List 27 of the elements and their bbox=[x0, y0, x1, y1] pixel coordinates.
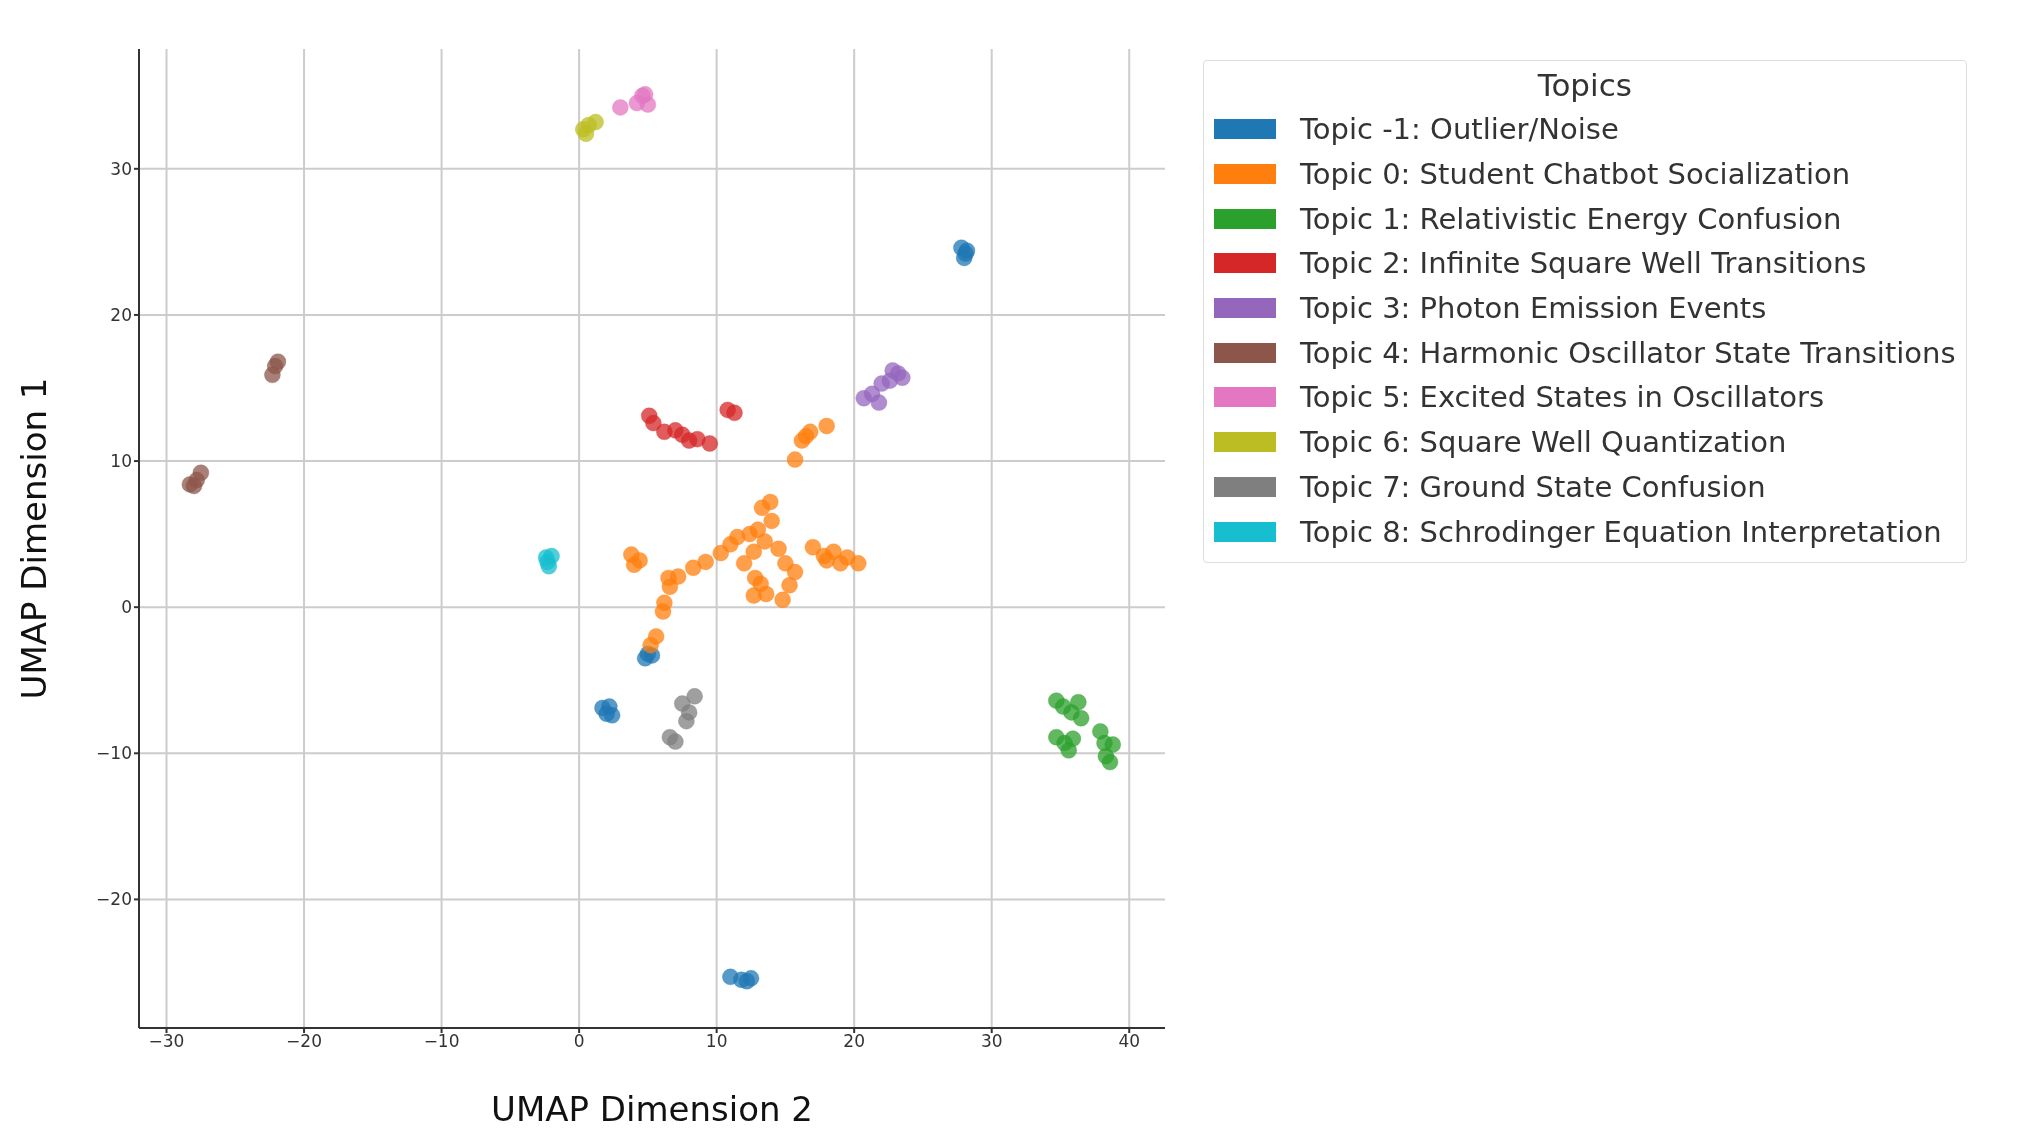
legend-label: Topic 8: Schrodinger Equation Interpretation bbox=[1300, 514, 1942, 549]
x-tick-label: −20 bbox=[286, 1031, 322, 1052]
legend-title: Topics bbox=[1536, 67, 1633, 103]
legend-label: Topic 1: Relativistic Energy Confusion bbox=[1300, 201, 1842, 236]
y-axis-title: UMAP Dimension 1 bbox=[14, 377, 55, 700]
legend-label: Topic 4: Harmonic Oscillator State Transitions bbox=[1300, 335, 1956, 370]
legend-label: Topic 2: Infinite Square Well Transitions bbox=[1300, 246, 1867, 281]
y-tick-label: 30 bbox=[110, 158, 132, 179]
legend-label: Topic 6: Square Well Quantization bbox=[1300, 425, 1787, 460]
y-tick-label: −10 bbox=[96, 743, 132, 764]
y-tick-label: 0 bbox=[121, 597, 132, 618]
x-tick-label: 40 bbox=[1118, 1031, 1141, 1052]
legend-label: Topic -1: Outlier/Noise bbox=[1300, 112, 1619, 147]
x-tick-label: 0 bbox=[573, 1031, 585, 1052]
x-tick-label: −10 bbox=[423, 1031, 460, 1052]
legend-label: Topic 0: Student Chatbot Socialization bbox=[1300, 157, 1851, 192]
x-tick-label: −30 bbox=[148, 1031, 185, 1052]
x-tick-label: 30 bbox=[980, 1031, 1003, 1052]
x-tick-label: 20 bbox=[843, 1031, 865, 1052]
legend-label: Topic 7: Ground State Confusion bbox=[1300, 469, 1766, 504]
y-tick-label: −20 bbox=[96, 889, 132, 910]
legend-label: Topic 5: Excited States in Oscillators bbox=[1300, 380, 1825, 415]
x-axis-title: UMAP Dimension 2 bbox=[491, 1089, 813, 1129]
y-tick-label: 10 bbox=[110, 451, 132, 472]
legend-label: Topic 3: Photon Emission Events bbox=[1300, 291, 1767, 326]
x-tick-label: 10 bbox=[705, 1031, 728, 1052]
y-tick-label: 20 bbox=[110, 304, 132, 325]
